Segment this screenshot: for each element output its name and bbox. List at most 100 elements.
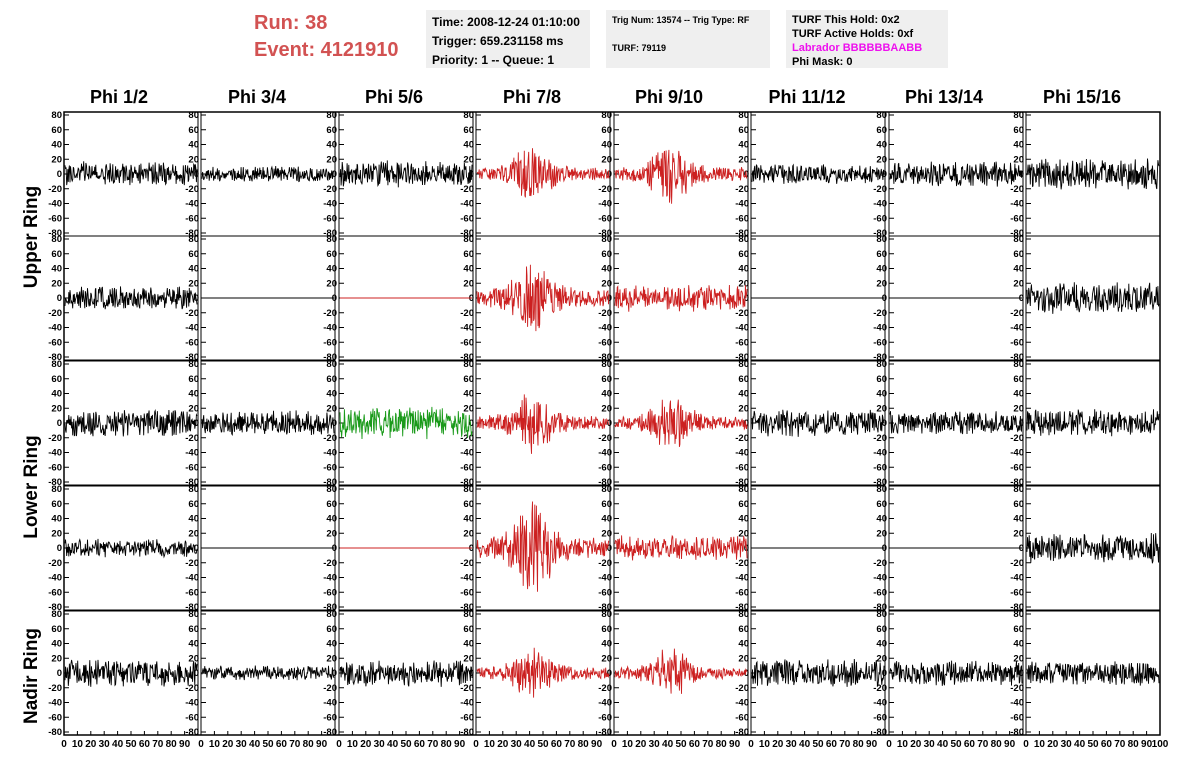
y-tick-label: 60 bbox=[188, 499, 199, 510]
y-tick-label: 20 bbox=[876, 154, 887, 165]
x-tick-label: 70 bbox=[289, 739, 301, 750]
x-tick-label: 70 bbox=[977, 739, 989, 750]
y-tick-label: -20 bbox=[48, 558, 62, 569]
y-tick-label: 40 bbox=[463, 514, 474, 525]
y-tick-label: 60 bbox=[738, 125, 749, 136]
y-tick-label: -20 bbox=[1010, 683, 1024, 694]
x-tick-label: 50 bbox=[1087, 739, 1099, 750]
y-tick-label: 40 bbox=[1013, 639, 1024, 650]
x-tick-label: 40 bbox=[249, 739, 261, 750]
x-tick-label: 10 bbox=[759, 739, 771, 750]
y-tick-label: -20 bbox=[185, 683, 199, 694]
waveform-trace bbox=[614, 284, 748, 312]
waveform-trace bbox=[339, 406, 473, 440]
y-tick-label: -40 bbox=[185, 573, 199, 584]
x-tick-label: 80 bbox=[991, 739, 1003, 750]
y-tick-label: 80 bbox=[51, 484, 62, 495]
y-tick-label: 20 bbox=[326, 154, 337, 165]
y-tick-label: -60 bbox=[1010, 712, 1024, 723]
y-tick-label: 20 bbox=[1013, 403, 1024, 414]
y-tick-label: -20 bbox=[735, 683, 749, 694]
y-tick-label: 60 bbox=[1013, 374, 1024, 385]
x-tick-label: 50 bbox=[400, 739, 412, 750]
y-tick-label: -80 bbox=[323, 228, 337, 239]
y-tick-label: 80 bbox=[326, 484, 337, 495]
y-tick-label: -40 bbox=[598, 448, 612, 459]
y-tick-label: -80 bbox=[1010, 352, 1024, 363]
y-tick-label: -20 bbox=[598, 308, 612, 319]
x-tick-label: 70 bbox=[427, 739, 439, 750]
y-tick-label: -40 bbox=[185, 448, 199, 459]
y-tick-label: 60 bbox=[876, 624, 887, 635]
y-tick-label: -40 bbox=[460, 199, 474, 210]
y-tick-label: -60 bbox=[185, 462, 199, 473]
y-tick-label: 80 bbox=[876, 359, 887, 370]
x-tick-label: 80 bbox=[1128, 739, 1140, 750]
y-tick-label: 80 bbox=[188, 110, 199, 121]
y-tick-label: 0 bbox=[882, 543, 887, 554]
x-tick-label: 40 bbox=[524, 739, 536, 750]
y-tick-label: 20 bbox=[738, 528, 749, 539]
x-tick-label: 80 bbox=[578, 739, 590, 750]
y-tick-label: -20 bbox=[735, 433, 749, 444]
x-tick-label: 40 bbox=[112, 739, 124, 750]
x-tick-label: 30 bbox=[511, 739, 523, 750]
y-tick-label: -40 bbox=[460, 698, 474, 709]
y-tick-label: 80 bbox=[51, 359, 62, 370]
y-tick-label: 40 bbox=[601, 514, 612, 525]
y-tick-label: -40 bbox=[48, 573, 62, 584]
x-tick-label: 30 bbox=[236, 739, 248, 750]
y-tick-label: -60 bbox=[598, 337, 612, 348]
waveform-trace bbox=[751, 658, 885, 687]
y-tick-label: 60 bbox=[876, 125, 887, 136]
y-tick-label: -80 bbox=[873, 602, 887, 613]
y-tick-label: -40 bbox=[48, 323, 62, 334]
x-tick-label: 10 bbox=[897, 739, 909, 750]
y-tick-label: 20 bbox=[1013, 278, 1024, 289]
y-tick-label: 60 bbox=[326, 125, 337, 136]
y-tick-label: -40 bbox=[735, 323, 749, 334]
y-tick-label: -60 bbox=[735, 462, 749, 473]
y-tick-label: 80 bbox=[601, 359, 612, 370]
y-tick-label: -60 bbox=[185, 587, 199, 598]
y-tick-label: 80 bbox=[51, 609, 62, 620]
y-tick-label: 80 bbox=[188, 484, 199, 495]
waveform-trace bbox=[64, 659, 198, 687]
y-tick-label: -80 bbox=[1010, 477, 1024, 488]
trig-num-text: Trig Num: 13574 -- Trig Type: RF bbox=[612, 15, 750, 25]
y-tick-label: -60 bbox=[460, 587, 474, 598]
waveform-trace bbox=[339, 660, 473, 687]
y-tick-label: -60 bbox=[873, 462, 887, 473]
x-tick-label: 20 bbox=[1047, 739, 1059, 750]
y-tick-label: 40 bbox=[51, 514, 62, 525]
y-tick-label: 60 bbox=[188, 125, 199, 136]
y-tick-label: 60 bbox=[738, 374, 749, 385]
y-tick-label: 40 bbox=[876, 639, 887, 650]
x-tick-label: 0 bbox=[886, 739, 892, 750]
y-tick-label: -20 bbox=[873, 184, 887, 195]
x-tick-label: 90 bbox=[454, 739, 466, 750]
column-header-phi-1-2: Phi 1/2 bbox=[89, 87, 149, 107]
y-tick-label: 80 bbox=[876, 484, 887, 495]
y-tick-label: 80 bbox=[601, 110, 612, 121]
y-tick-label: 80 bbox=[876, 609, 887, 620]
phi-mask-text: Phi Mask: 0 bbox=[792, 56, 853, 68]
y-tick-label: -40 bbox=[1010, 448, 1024, 459]
y-tick-label: 20 bbox=[738, 278, 749, 289]
y-tick-label: 60 bbox=[463, 499, 474, 510]
waveform-trace bbox=[64, 161, 198, 186]
y-tick-label: -80 bbox=[323, 477, 337, 488]
x-tick-label: 30 bbox=[1061, 739, 1073, 750]
y-tick-label: 0 bbox=[882, 293, 887, 304]
y-tick-label: 40 bbox=[738, 514, 749, 525]
x-tick-label: 60 bbox=[1101, 739, 1113, 750]
y-tick-label: 80 bbox=[463, 110, 474, 121]
x-tick-label: 10 bbox=[209, 739, 221, 750]
y-tick-label: 20 bbox=[876, 528, 887, 539]
y-tick-label: -80 bbox=[323, 727, 337, 738]
y-tick-label: 60 bbox=[188, 249, 199, 260]
waveform-trace bbox=[889, 660, 1023, 686]
y-tick-label: 0 bbox=[607, 668, 612, 679]
y-tick-label: 40 bbox=[601, 140, 612, 151]
y-tick-label: -40 bbox=[735, 199, 749, 210]
